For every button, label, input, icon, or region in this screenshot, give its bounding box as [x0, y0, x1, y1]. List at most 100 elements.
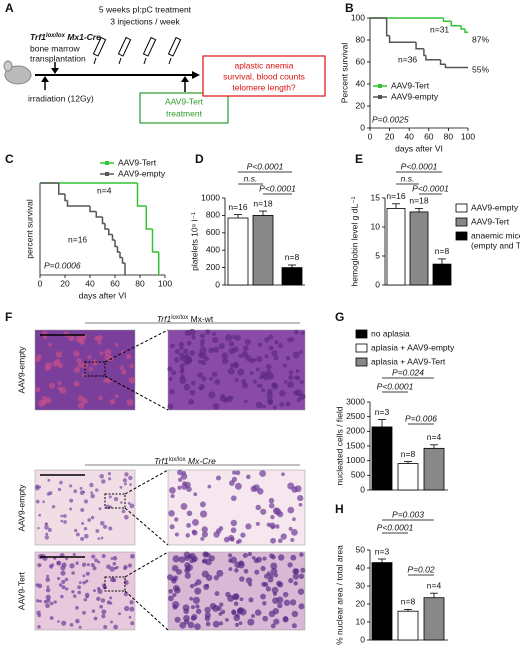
cell [121, 369, 127, 375]
cell [129, 503, 135, 509]
cell [189, 583, 195, 589]
zoom-line [104, 329, 169, 363]
cell [99, 520, 105, 526]
cell [65, 557, 68, 561]
cell [273, 355, 279, 361]
legend-marker [378, 84, 382, 88]
cell [174, 517, 179, 522]
cell [78, 338, 86, 345]
n-label: n=4 [427, 432, 442, 442]
legend-swatch [355, 343, 368, 353]
cell [228, 347, 236, 355]
cell [209, 602, 217, 610]
cell [201, 570, 209, 578]
comparison-label: P<0.0001 [247, 161, 284, 171]
cell [276, 580, 282, 587]
cell [71, 571, 75, 575]
cell [300, 331, 305, 335]
cell [262, 601, 267, 606]
cell [61, 562, 67, 568]
cell [277, 602, 283, 609]
cell [69, 484, 73, 488]
cell [129, 600, 134, 605]
cell [187, 357, 193, 362]
cell [205, 583, 209, 588]
legend-label: AAV9-Tert [391, 80, 430, 90]
cell [216, 569, 224, 577]
cell [184, 572, 191, 579]
survival-step [450, 21, 462, 27]
row-label: AAV9-empty [16, 346, 26, 394]
cell [174, 357, 180, 363]
cell [272, 507, 280, 515]
y-tick-label: 30 [356, 580, 366, 590]
cell [37, 526, 40, 530]
cell [219, 602, 224, 607]
cell [89, 482, 94, 488]
legend-marker [105, 161, 109, 165]
cell [46, 574, 50, 578]
cell [174, 616, 181, 623]
panel-letter: H [335, 502, 344, 516]
cell [184, 329, 191, 337]
sup: lox/lox [171, 315, 188, 321]
cell [259, 375, 264, 380]
treatment-text: 5 weeks pI:pC treatment [99, 4, 192, 14]
cell [231, 609, 237, 615]
cell [198, 383, 205, 390]
cell [170, 494, 175, 499]
bm-text: transplantation [30, 53, 86, 63]
cell [91, 359, 99, 366]
cell [179, 376, 187, 384]
cell [209, 376, 214, 381]
comparison-label: P<0.0001 [377, 381, 414, 391]
cell [234, 568, 239, 573]
red-box-text: survival, blood counts [223, 71, 305, 81]
cell [57, 487, 62, 492]
y-tick-label: 15 [371, 192, 381, 202]
cell [204, 606, 211, 614]
cell [274, 340, 279, 345]
cell [251, 614, 255, 618]
cell [109, 577, 116, 583]
cell [299, 552, 304, 557]
cell [109, 398, 116, 405]
cell [37, 563, 42, 568]
panel-letter: E [355, 152, 363, 166]
x-tick-label: 60 [110, 278, 120, 288]
cell [69, 623, 74, 627]
syringe [167, 36, 182, 57]
cell [227, 553, 233, 558]
timeline-arrow [192, 71, 200, 79]
cell [59, 480, 63, 485]
bm-text: bone marrow [30, 43, 80, 53]
cell [87, 518, 92, 522]
cell [45, 577, 51, 582]
cell [168, 510, 175, 517]
cell [289, 599, 297, 606]
legend-swatch [455, 203, 468, 213]
survival-step [444, 64, 468, 69]
cell [169, 487, 176, 494]
cell [298, 603, 305, 610]
bar [432, 263, 452, 286]
cell [189, 350, 195, 356]
cell [192, 555, 198, 562]
comparison-label: P<0.0001 [412, 183, 449, 193]
cell [211, 371, 218, 378]
x-tick-label: 40 [85, 278, 95, 288]
cell [180, 502, 188, 510]
bar [227, 217, 249, 286]
cell [82, 490, 86, 494]
cell [50, 563, 55, 567]
cell [273, 618, 280, 625]
cell [91, 554, 96, 559]
cell [238, 621, 243, 626]
cell [272, 607, 280, 615]
cell [212, 332, 216, 336]
cell [229, 395, 234, 400]
cell [245, 523, 252, 530]
cell [73, 350, 80, 357]
cell [292, 351, 300, 359]
cell [120, 501, 123, 504]
